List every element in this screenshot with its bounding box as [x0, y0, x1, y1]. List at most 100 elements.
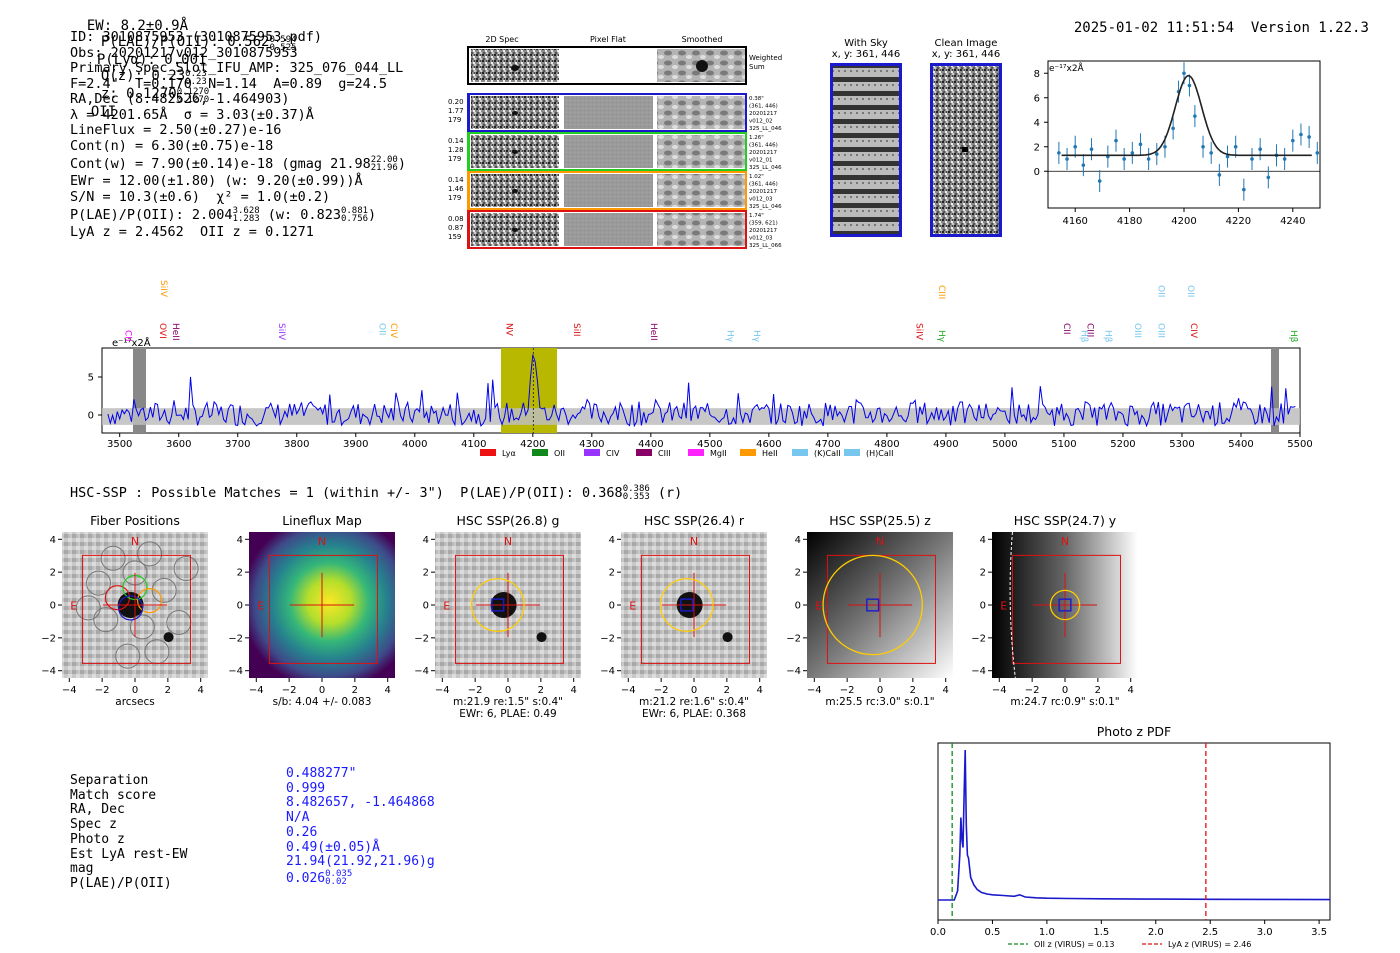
withsky-xy: x, y: 361, 446 — [831, 49, 901, 60]
spectral-line-label: CIV — [1188, 323, 1198, 339]
line-fit-point — [1201, 144, 1205, 149]
cutout-left-value: 0.87 — [448, 224, 464, 232]
hsc-xtick-label: −4 — [435, 685, 450, 696]
line-fit-point — [1182, 71, 1186, 76]
spectrum-error-band — [102, 408, 1300, 425]
fiber-circle — [129, 614, 155, 640]
line-fit-ytick-label: 6 — [1034, 93, 1040, 104]
hsc-ytick-label: 4 — [609, 535, 615, 546]
hsc-xtick-label: −2 — [282, 685, 297, 696]
info-plae: P(LAE)/P(OII): 2.004 3.628 1.283 (w: 0.823… — [70, 206, 377, 224]
spectrum-xtick-label: 5400 — [1228, 439, 1253, 450]
hsc-ytick-label: 4 — [795, 535, 801, 546]
cutout-right-value: v012_03 — [749, 197, 773, 203]
hsc-xtick-label: 2 — [352, 685, 358, 696]
line-fit-point — [1315, 151, 1320, 155]
photoz-frame — [937, 742, 1331, 921]
summary-value: 21.94(21.92,21.96)g — [286, 854, 435, 870]
cutout-source-spot — [512, 228, 518, 232]
info-plae-lo: 1.283 — [232, 214, 260, 224]
summary-label: P(LAE)/P(OII) — [70, 875, 172, 891]
spectral-line-label: Hβ — [1079, 330, 1089, 343]
withsky-title: With Sky — [844, 38, 888, 49]
hsc-ytick-label: −4 — [600, 666, 615, 677]
line-fit-point — [1122, 157, 1126, 161]
hsc-north-label: N — [1061, 535, 1069, 548]
spectrum-xtick-label: 4900 — [933, 439, 958, 450]
cutout-right-value: 20201217 — [749, 150, 777, 156]
summary-label: Spec z — [70, 817, 117, 833]
legend-swatch — [636, 449, 652, 456]
hsc-panel-group: Fiber Positions N E 4 2 0 −2 −4 −4 −2 0 2 4 arcsecs Li… — [41, 513, 1138, 720]
photoz-xtick-label: 1.0 — [1039, 927, 1055, 938]
info-radec: RA,Dec (8.482526,-1.464903) — [70, 91, 290, 107]
spectral-line-label: OVI — [157, 323, 167, 339]
photoz-xtick-label: 3.5 — [1311, 927, 1327, 938]
clean-header: Clean Image x, y: 361, 446 — [930, 38, 1002, 60]
hsc-xtick-label: 4 — [1128, 685, 1134, 696]
info-plae-w-lo: 0.756 — [340, 214, 369, 224]
summary-label: RA, Dec — [70, 802, 125, 818]
hsc-title: HSC-SSP : Possible Matches = 1 (within +… — [70, 485, 683, 502]
hsc-xtick-label: −2 — [95, 685, 110, 696]
line-fit-point — [1299, 132, 1303, 137]
photoz-legend-label: LyA z (VIRUS) = 2.46 — [1168, 940, 1251, 949]
cutout-left-value: 159 — [448, 233, 461, 241]
line-fit-point — [1193, 114, 1197, 118]
line-fit-point — [1130, 151, 1135, 155]
spectral-line-label: CIV — [388, 323, 398, 339]
detection-info: ID: 3010875953 (3010875953.pdf) Obs: 202… — [70, 29, 406, 241]
header-z-hi: 0.1270 — [176, 87, 210, 97]
info-contw-text: Cont(w) = 7.90(±0.14)e-18 (gmag 21.98 — [70, 156, 371, 172]
legend-label: Lyα — [502, 449, 516, 458]
col-pixelflat: Pixel Flat — [590, 35, 626, 44]
photoz-xticks: 0.0 0.5 1.0 1.5 2.0 2.5 3.0 3.5 — [930, 920, 1327, 938]
cutout-right-value: 1.26" — [749, 135, 764, 141]
spectral-line-label: CIII — [1085, 323, 1095, 337]
hsc-north-label: N — [876, 535, 884, 548]
spectrum-xtick-label: 4600 — [756, 439, 781, 450]
cutout-right-value: (361, 446) — [749, 182, 778, 188]
hsc-panels: Fiber Positions N E 4 2 0 −2 −4 −4 −2 0 2 4 arcsecs Li… — [41, 513, 1138, 720]
spectral-line-label: CII — [1061, 323, 1071, 335]
header-version: Version 1.22.3 — [1250, 20, 1369, 36]
line-fit-plot: e⁻¹⁷x2Å 8 6 4 2 0 4160 4180 4200 4220 4240 — [1034, 60, 1321, 227]
spectrum-xtick-label: 5500 — [1287, 439, 1312, 450]
info-contw: Cont(w) = 7.90(±0.14)e-18 (gmag 21.98 22.… — [70, 155, 406, 173]
hsc-panel-caption: s/b: 4.04 +/- 0.083 — [273, 696, 372, 708]
header-z: z: 0.1270 — [100, 86, 177, 102]
hsc-ytick-label: −2 — [600, 633, 615, 644]
fiber-circle — [75, 595, 101, 621]
fiber-circle — [93, 607, 119, 633]
info-lineflux: LineFlux = 2.50(±0.27)e-16 — [70, 122, 282, 138]
cutout-left-value: 0.20 — [448, 98, 464, 106]
header-plae: P(LAE)/P(OII): 0.562 — [100, 34, 270, 50]
hsc-xtick-label: 2 — [538, 685, 544, 696]
hsc-xtick-label: 0 — [1062, 685, 1068, 696]
fiber-circle — [86, 570, 111, 596]
hsc-panel-title: HSC SSP(26.8) g — [457, 513, 560, 528]
spectrum-xtick-label: 4800 — [874, 439, 899, 450]
header-qz: Q(z): 0.23 — [100, 68, 186, 84]
hsc-ytick-label: −2 — [786, 633, 801, 644]
spectral-line-label: OII — [376, 323, 386, 335]
hsc-xtick-label: −4 — [992, 685, 1007, 696]
hsc-east-label: E — [257, 599, 264, 612]
cutout-right-value: v012_01 — [749, 158, 773, 164]
hsc-ytick-label: 2 — [423, 568, 429, 579]
line-fit-point — [1233, 144, 1238, 149]
cutout-left-value: 1.46 — [448, 185, 464, 193]
cutout-right-value: 325_LL_066 — [749, 243, 782, 249]
photoz-pdf-line — [938, 749, 1331, 901]
info-obs: Obs: 20201217v012_3010875953 — [70, 44, 298, 61]
col-smoothed: Smoothed — [682, 35, 723, 44]
spectral-line-label: SiIV — [913, 323, 923, 341]
line-fit-point — [1163, 144, 1167, 149]
spectrum-xtick-label: 5100 — [1051, 439, 1076, 450]
hsc-ytick-label: −2 — [414, 633, 429, 644]
hsc-title-band: (r) — [657, 485, 683, 501]
legend-label: OII — [554, 449, 565, 458]
hsc-fiber-center-box — [680, 598, 694, 612]
col-2dspec: 2D Spec — [485, 35, 518, 44]
spectral-line-label: SiIV — [276, 323, 286, 341]
